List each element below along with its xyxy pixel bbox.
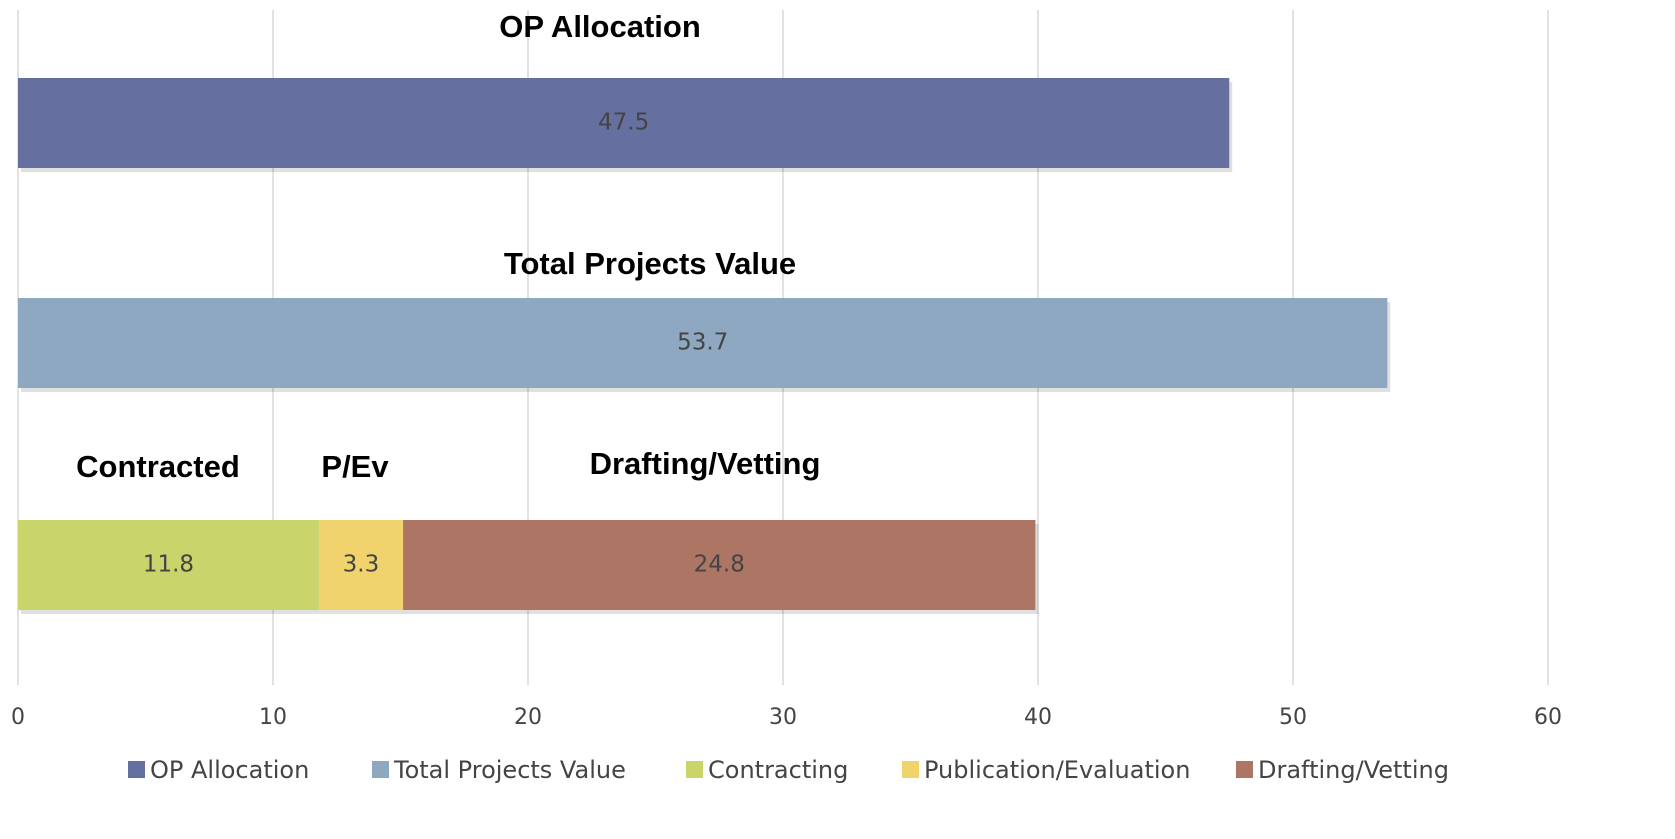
x-tick-label: 30 bbox=[769, 705, 797, 730]
value-label: 47.5 bbox=[598, 110, 649, 136]
value-label: 24.8 bbox=[694, 552, 745, 578]
legend-swatch bbox=[128, 761, 145, 778]
value-label: 3.3 bbox=[343, 552, 380, 578]
legend-label: OP Allocation bbox=[150, 756, 309, 784]
bar bbox=[18, 298, 1388, 388]
annotation: P/Ev bbox=[321, 449, 389, 484]
legend-swatch bbox=[372, 761, 389, 778]
annotation: Drafting/Vetting bbox=[590, 446, 821, 481]
value-label: 11.8 bbox=[143, 552, 194, 578]
legend-swatch bbox=[1236, 761, 1253, 778]
legend-label: Publication/Evaluation bbox=[924, 756, 1190, 784]
bar bbox=[318, 520, 404, 610]
bar bbox=[18, 520, 319, 610]
legend-swatch bbox=[686, 761, 703, 778]
annotation: Total Projects Value bbox=[504, 246, 796, 281]
bar bbox=[18, 78, 1230, 168]
x-tick-label: 10 bbox=[259, 705, 287, 730]
x-tick-label: 50 bbox=[1279, 705, 1307, 730]
legend-swatch bbox=[902, 761, 919, 778]
x-tick-label: 20 bbox=[514, 705, 542, 730]
value-label: 53.7 bbox=[677, 330, 728, 356]
annotation: OP Allocation bbox=[499, 9, 701, 44]
legend-label: Contracting bbox=[708, 756, 848, 784]
x-tick-label: 40 bbox=[1024, 705, 1052, 730]
x-tick-label: 0 bbox=[11, 705, 25, 730]
bar bbox=[403, 520, 1036, 610]
annotation: Contracted bbox=[76, 449, 240, 484]
legend-label: Total Projects Value bbox=[393, 756, 626, 784]
x-tick-label: 60 bbox=[1534, 705, 1562, 730]
legend-label: Drafting/Vetting bbox=[1258, 756, 1449, 784]
